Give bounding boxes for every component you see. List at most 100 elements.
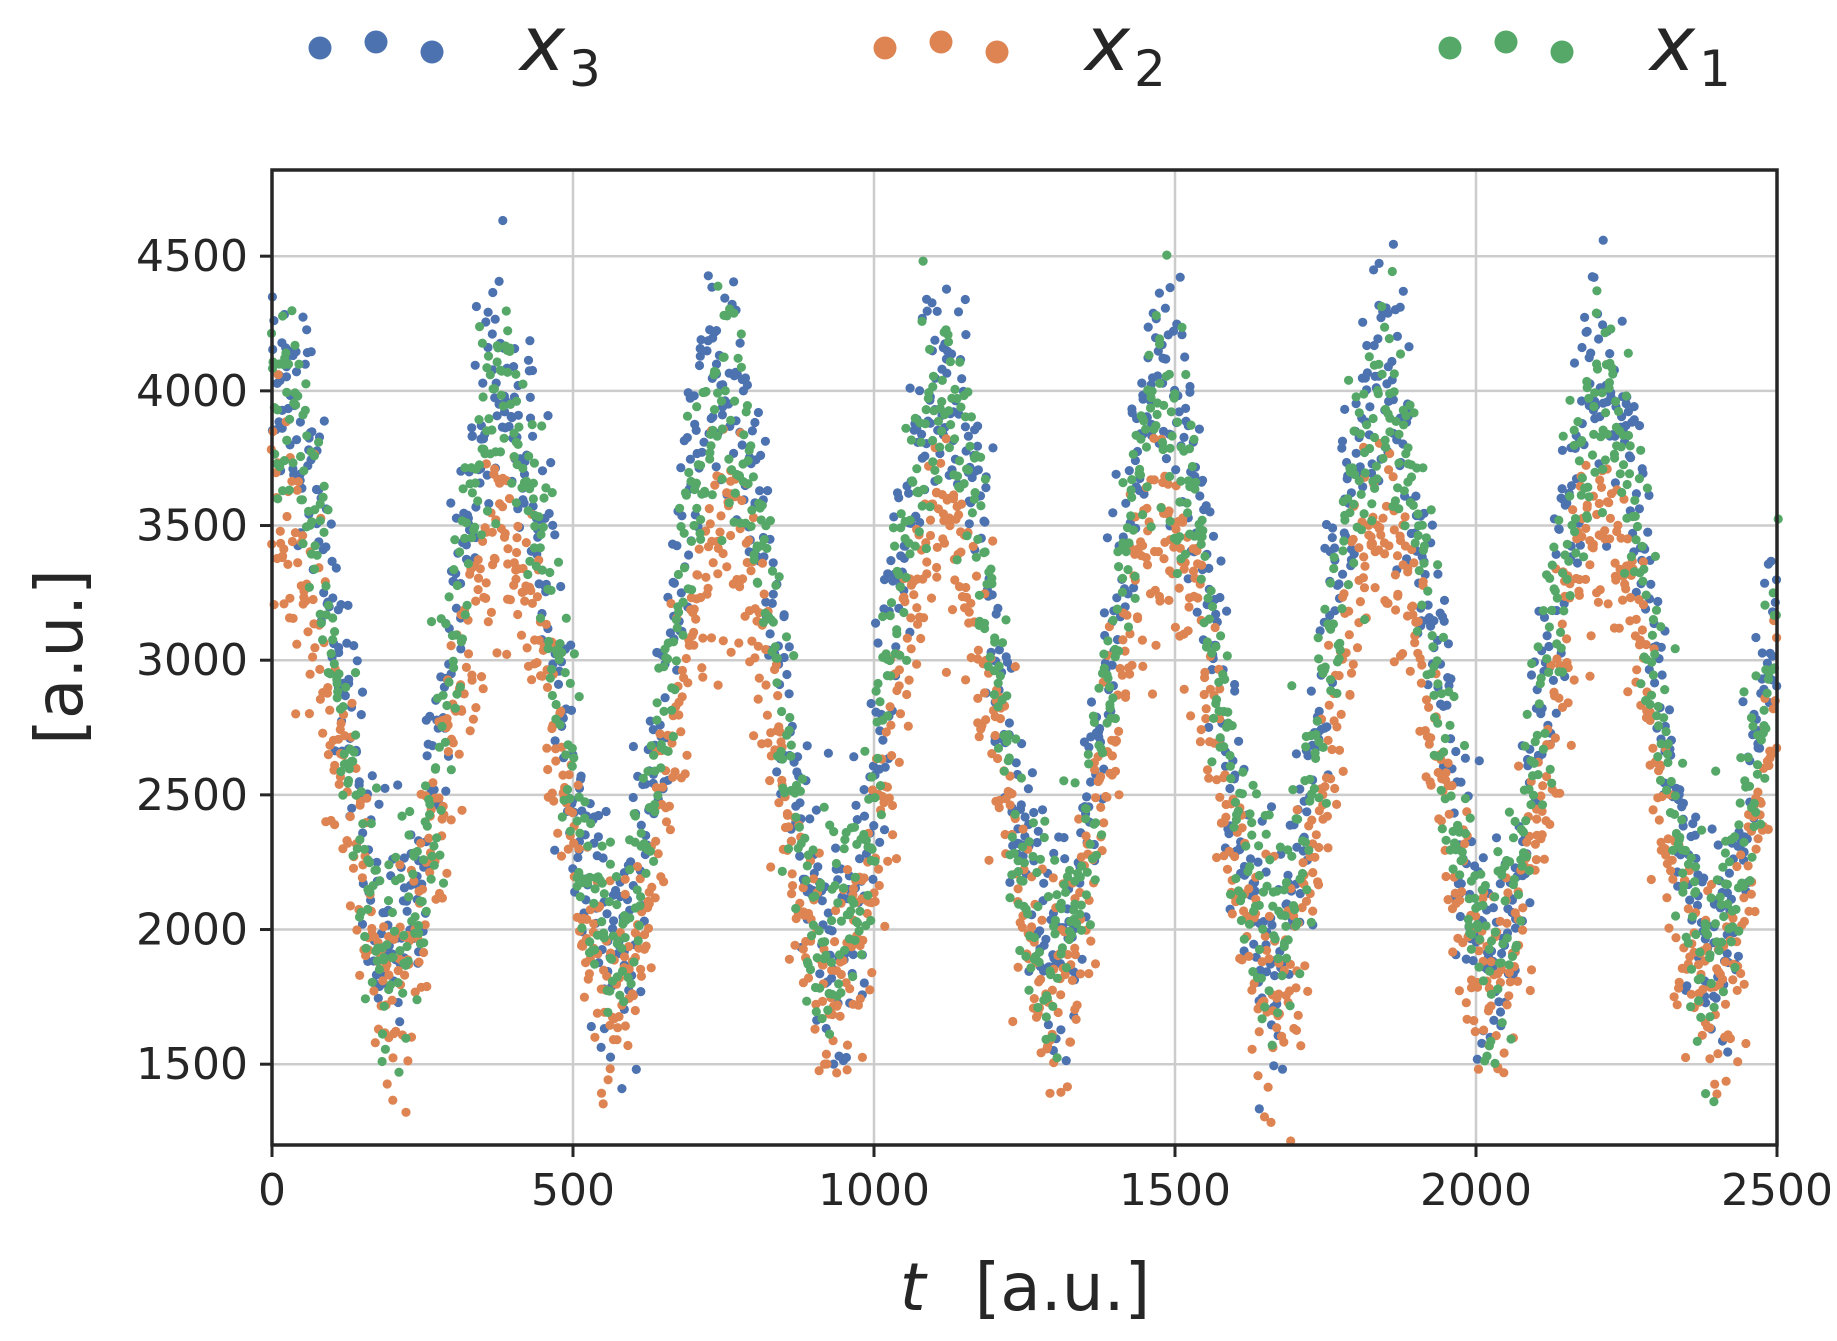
data-point	[1143, 322, 1153, 332]
data-point	[1033, 1002, 1043, 1013]
data-point	[603, 1007, 613, 1018]
data-point	[937, 375, 947, 385]
data-point	[646, 963, 656, 973]
data-point	[1277, 971, 1287, 981]
data-point	[1400, 512, 1410, 522]
data-point	[726, 530, 736, 541]
data-point	[448, 738, 458, 748]
data-point	[298, 539, 308, 549]
data-point	[772, 767, 782, 777]
data-point	[1584, 492, 1594, 502]
data-point	[910, 541, 920, 551]
data-point	[1291, 1025, 1302, 1035]
data-point	[596, 1088, 607, 1098]
data-point	[1454, 986, 1464, 996]
data-point	[275, 526, 285, 536]
data-point	[450, 703, 460, 713]
data-point	[432, 833, 442, 843]
data-point	[562, 784, 573, 795]
data-point	[886, 671, 896, 681]
data-point	[537, 671, 547, 681]
data-point	[1060, 854, 1070, 864]
data-point	[720, 293, 730, 303]
data-point	[404, 830, 414, 840]
data-point	[612, 1035, 622, 1045]
data-point	[1035, 854, 1045, 864]
data-point	[382, 1079, 392, 1089]
data-point	[1302, 885, 1312, 895]
data-point	[1647, 657, 1657, 667]
data-point	[960, 422, 971, 432]
data-point	[1545, 819, 1555, 830]
data-point	[1244, 919, 1255, 929]
data-point	[1674, 977, 1684, 987]
data-point	[1249, 939, 1259, 949]
data-point	[532, 592, 543, 602]
data-point	[369, 986, 379, 996]
data-point	[1262, 967, 1272, 977]
data-point	[422, 981, 432, 992]
data-point	[1387, 356, 1397, 367]
data-point	[1734, 926, 1744, 936]
data-point	[1013, 884, 1023, 894]
data-point	[1175, 543, 1185, 553]
data-point	[1339, 536, 1349, 546]
data-point	[1004, 718, 1015, 728]
data-point	[873, 638, 883, 648]
data-point	[1365, 402, 1375, 412]
data-point	[526, 585, 536, 596]
data-point	[1047, 985, 1057, 995]
data-point	[1566, 740, 1576, 751]
data-point	[1504, 960, 1514, 970]
data-point	[1705, 1012, 1715, 1022]
data-point	[1634, 504, 1644, 514]
data-point	[364, 858, 375, 868]
data-point	[1533, 642, 1543, 652]
data-point	[1049, 848, 1059, 859]
data-point	[1682, 981, 1692, 991]
data-point	[650, 807, 660, 817]
data-point	[1436, 785, 1446, 795]
data-point	[530, 521, 540, 531]
data-point	[1184, 444, 1195, 454]
data-point	[1525, 898, 1535, 908]
data-point	[1142, 482, 1152, 492]
data-point	[1410, 638, 1420, 648]
data-point	[465, 726, 475, 736]
data-point	[1326, 774, 1336, 784]
data-point	[1671, 933, 1681, 943]
data-point	[947, 349, 957, 359]
data-point	[434, 793, 444, 803]
data-point	[1424, 739, 1434, 749]
data-point	[1586, 631, 1596, 641]
data-point	[1597, 507, 1607, 518]
data-point	[403, 956, 413, 966]
data-point	[867, 772, 877, 782]
data-point	[859, 785, 869, 795]
data-point	[1359, 552, 1369, 562]
data-point	[852, 918, 863, 928]
data-point	[1585, 560, 1595, 570]
data-point	[709, 405, 720, 415]
data-point	[617, 1084, 627, 1094]
data-point	[695, 351, 705, 361]
data-point	[427, 851, 437, 861]
data-point	[1141, 553, 1151, 563]
data-point	[1086, 697, 1097, 707]
data-point	[504, 421, 514, 432]
data-point	[1207, 602, 1218, 612]
data-point	[902, 633, 912, 643]
data-point	[1592, 286, 1602, 296]
data-point	[873, 678, 883, 689]
data-point	[1354, 408, 1364, 418]
data-point	[1686, 853, 1696, 863]
data-point	[1446, 791, 1456, 801]
data-point	[784, 725, 794, 736]
data-point	[383, 896, 394, 906]
data-point	[964, 607, 974, 617]
data-point	[1135, 470, 1146, 480]
data-point	[1725, 1033, 1735, 1044]
data-point	[1351, 399, 1361, 409]
data-point	[356, 787, 366, 797]
data-point	[1490, 1058, 1500, 1068]
